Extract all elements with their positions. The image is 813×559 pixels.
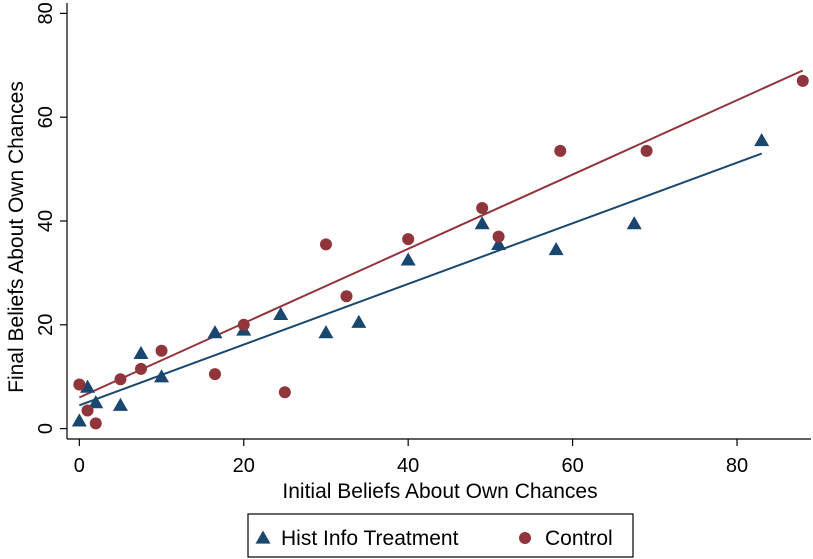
triangle-point bbox=[154, 369, 170, 383]
x-axis-title: Initial Beliefs About Own Chances bbox=[282, 480, 597, 503]
x-tick-label: 20 bbox=[233, 455, 255, 477]
data-markers bbox=[71, 74, 809, 430]
legend-triangle-icon bbox=[255, 530, 271, 544]
circle-point bbox=[73, 378, 86, 391]
triangle-point bbox=[474, 216, 490, 230]
circle-point bbox=[796, 74, 809, 87]
legend: Hist Info Treatment Control bbox=[247, 513, 634, 558]
circle-point bbox=[492, 230, 505, 243]
fit-line bbox=[78, 152, 763, 407]
x-tick-label: 80 bbox=[726, 455, 748, 477]
triangle-point bbox=[71, 413, 87, 427]
triangle-point bbox=[351, 314, 367, 328]
triangle-point bbox=[626, 216, 642, 230]
triangle-point bbox=[112, 397, 128, 411]
circle-point bbox=[237, 318, 250, 331]
triangle-point bbox=[318, 325, 334, 339]
triangle-point bbox=[80, 379, 96, 393]
triangle-point bbox=[207, 325, 223, 339]
circle-point bbox=[319, 238, 332, 251]
triangle-point bbox=[88, 395, 104, 409]
circle-point bbox=[402, 233, 415, 246]
legend-label: Control bbox=[545, 527, 613, 550]
circle-point bbox=[114, 373, 127, 386]
y-tick-label: 80 bbox=[35, 2, 57, 24]
circle-point bbox=[134, 362, 147, 375]
y-tick-label: 20 bbox=[35, 314, 57, 336]
triangle-point bbox=[491, 236, 507, 250]
circle-point bbox=[476, 202, 489, 215]
y-tick-label: 0 bbox=[35, 423, 57, 434]
circle-point bbox=[89, 417, 102, 430]
legend-label: Hist Info Treatment bbox=[281, 527, 459, 550]
triangle-point bbox=[273, 306, 289, 321]
triangle-point bbox=[754, 133, 770, 147]
circle-point bbox=[81, 404, 94, 417]
circle-point bbox=[155, 344, 168, 357]
y-tick-label: 40 bbox=[35, 210, 57, 232]
circle-point bbox=[208, 368, 221, 381]
y-tick-label: 60 bbox=[35, 106, 57, 128]
triangle-point bbox=[400, 252, 416, 266]
triangle-point bbox=[548, 242, 564, 256]
y-axis: 0 20 40 60 80 bbox=[35, 2, 67, 434]
x-tick-label: 60 bbox=[561, 455, 583, 477]
fit-lines bbox=[78, 69, 804, 407]
triangle-point bbox=[133, 345, 149, 359]
circle-point bbox=[554, 144, 567, 157]
legend-circle-icon bbox=[519, 532, 531, 544]
x-tick-label: 40 bbox=[397, 455, 419, 477]
circle-point bbox=[640, 144, 653, 157]
plot-area bbox=[66, 3, 811, 440]
circle-point bbox=[340, 290, 353, 303]
x-axis: 0 20 40 60 80 bbox=[74, 439, 748, 477]
fit-line bbox=[78, 69, 804, 399]
x-tick-label: 0 bbox=[74, 455, 85, 477]
y-axis-title: Final Beliefs About Own Chances bbox=[5, 81, 28, 393]
circle-point bbox=[278, 386, 291, 399]
legend-box bbox=[247, 513, 634, 558]
